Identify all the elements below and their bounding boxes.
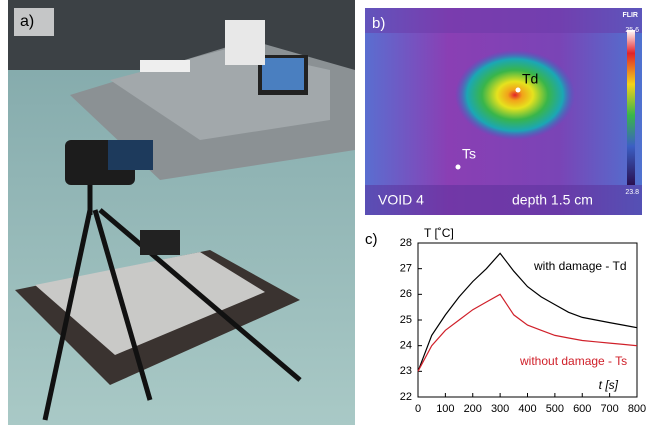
panel-label: c) <box>365 231 378 248</box>
x-tick-label: 0 <box>415 403 421 415</box>
y-tick-label: 25 <box>400 314 412 326</box>
y-tick-label: 24 <box>400 340 412 352</box>
series-label: without damage - Ts <box>519 354 627 368</box>
cold-label: Ts <box>462 146 476 162</box>
hot-label: Td <box>522 71 538 87</box>
y-tick-label: 26 <box>400 288 412 300</box>
scale-min: 23.8 <box>625 189 639 196</box>
x-tick-label: 200 <box>464 403 482 415</box>
panel-label: b) <box>372 15 385 32</box>
x-tick-label: 100 <box>436 403 454 415</box>
y-tick-label: 23 <box>400 365 412 377</box>
x-tick-label: 400 <box>518 403 536 415</box>
x-tick-label: 300 <box>491 403 509 415</box>
panel-label: a) <box>20 13 34 30</box>
x-tick-label: 500 <box>546 403 564 415</box>
y-tick-label: 28 <box>400 237 412 249</box>
x-tick-label: 600 <box>573 403 591 415</box>
line <box>417 293 638 372</box>
x-tick-label: 700 <box>600 403 618 415</box>
y-axis-label: T [˚C] <box>424 226 454 240</box>
line <box>417 252 638 372</box>
series-label: with damage - Td <box>533 259 627 273</box>
x-tick-label: 800 <box>628 403 646 415</box>
caption-right: depth 1.5 cm <box>512 192 593 208</box>
photo: a) <box>8 0 355 425</box>
y-tick-label: 27 <box>400 263 412 275</box>
y-tick-label: 22 <box>400 391 412 403</box>
scale-max: 25.6 <box>625 27 639 34</box>
x-axis-label: t [s] <box>599 378 619 392</box>
thermal-image: b) FLIR 25.6 23.8 Td Ts VOID 4 depth 1.5… <box>365 8 642 215</box>
caption-left: VOID 4 <box>378 192 424 208</box>
chart: c) T [˚C] t [s] 22 23 24 25 26 27 28 0 100 200 300… <box>365 226 646 415</box>
brand: FLIR <box>622 12 638 19</box>
